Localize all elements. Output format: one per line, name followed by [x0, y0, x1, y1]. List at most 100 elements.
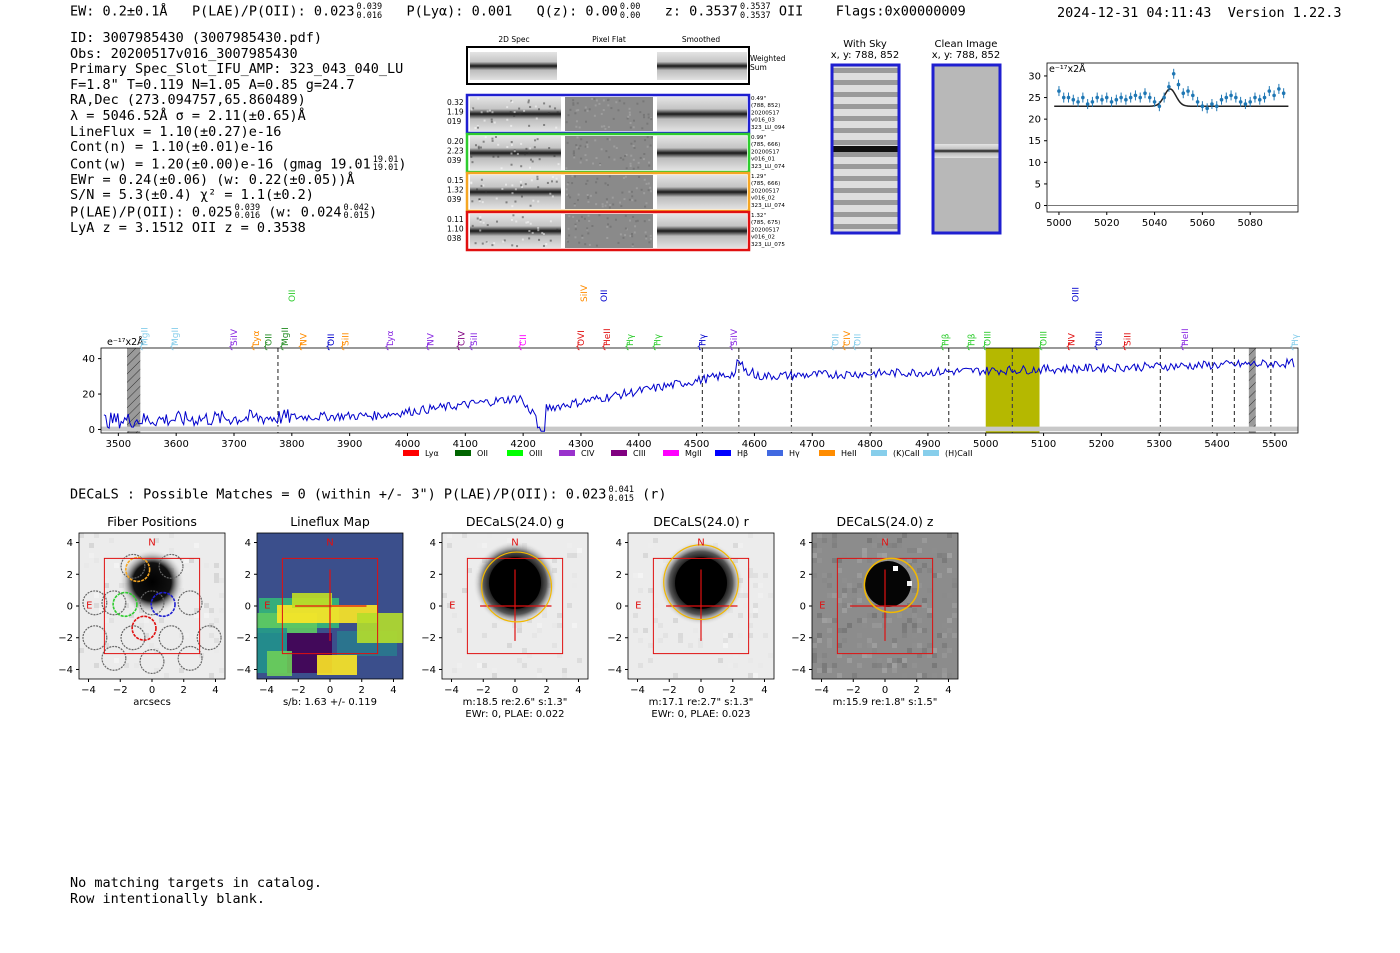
- spectrum-line-label: OIII{: [1038, 331, 1050, 352]
- zoom-ytick: 15: [1028, 136, 1041, 147]
- zoom-point: [1219, 97, 1224, 102]
- spectrum-xtick: 5200: [1089, 439, 1114, 450]
- sky-images: With Sky x, y: 788, 852 Clean Image x, y…: [830, 39, 1002, 235]
- svg-text:OII: OII: [288, 290, 298, 302]
- spectrum-line-label: MgII{: [279, 327, 291, 352]
- svg-text:{: {: [851, 342, 857, 352]
- zoom-ytick: 30: [1028, 71, 1041, 82]
- zoom-point: [1176, 82, 1181, 87]
- east-label: E: [819, 600, 825, 611]
- north-label: N: [881, 538, 888, 549]
- svg-text:Hγ: Hγ: [789, 449, 800, 458]
- zoom-point: [1057, 89, 1061, 93]
- decals-footprint-box: [652, 557, 750, 655]
- decals-panels: N E −4 4 −2 2 0 0 2 −2 4 −4 Fiber Positions arcsecs N E…: [58, 514, 959, 720]
- info-lya: LyA z = 3.1512 OII z = 0.3538: [70, 219, 306, 236]
- clean-image-xy: x, y: 788, 852: [932, 50, 1001, 61]
- svg-text:(K)CaII: (K)CaII: [893, 449, 920, 458]
- svg-text:Hβ: Hβ: [737, 449, 748, 458]
- svg-text:HeII: HeII: [1181, 328, 1191, 346]
- north-label: N: [326, 538, 333, 549]
- svg-text:{: {: [601, 342, 607, 352]
- cutout-header-smoothed: Smoothed: [682, 35, 721, 44]
- plae-value: 0.023: [313, 3, 355, 20]
- spectrum-hatched-region: [1248, 348, 1256, 433]
- east-label: E: [86, 600, 92, 611]
- svg-text:HeII: HeII: [603, 328, 613, 346]
- header-summary: EW: 0.2±0.1Å P(LAE)/P(OII): 0.023 0.039 0.…: [70, 2, 966, 21]
- svg-text:Sum: Sum: [750, 63, 767, 72]
- info-plae: P(LAE)/P(OII): 0.025 0.039 0.016 (w: 0.024…: [70, 202, 378, 222]
- svg-text:MgII: MgII: [140, 327, 150, 346]
- svg-text:{: {: [651, 342, 657, 352]
- decals-panel: N E −4 4 −2 2 0 0 2 −2 4 −4 DECaLS(24.0) r m:17.1 re:…: [607, 514, 775, 720]
- decals-xtick: 2: [181, 685, 187, 696]
- cutout-row-stat: 1.32: [447, 186, 464, 195]
- fiber-circle: [158, 553, 184, 579]
- svg-text:{: {: [228, 342, 234, 352]
- svg-text:OIII: OIII: [1040, 331, 1050, 346]
- decals-xtick: 2: [914, 685, 920, 696]
- cutout-row-meta: 323_LU_094: [751, 125, 785, 131]
- zoom-xtick: 5060: [1190, 218, 1215, 229]
- north-label: N: [697, 538, 704, 549]
- spectrum-legend-item: MgII: [663, 449, 702, 458]
- svg-text:Lyα: Lyα: [252, 330, 262, 346]
- cutout-2dspec: [470, 175, 561, 209]
- cutout-pixelflat: [565, 136, 653, 170]
- cutout-row-meta: 323_LU_075: [751, 242, 785, 248]
- cutout-row-meta: (785, 666): [751, 142, 780, 148]
- zoom-point: [1248, 100, 1252, 104]
- cutout-row-meta: 20200517: [751, 227, 780, 233]
- decals-xtick: 0: [149, 685, 155, 696]
- decals-xtick: 4: [761, 685, 767, 696]
- decals-xtick: 0: [882, 685, 888, 696]
- zoom-point: [1243, 102, 1248, 106]
- ew-value: 0.2±0.1Å: [102, 3, 168, 20]
- cutout-header-pixelflat: Pixel Flat: [592, 35, 626, 44]
- spectrum-line-label: OII{: [830, 334, 842, 352]
- zoom-point: [1157, 104, 1162, 108]
- footer-line-2: Row intentionally blank.: [70, 890, 266, 907]
- east-label: E: [264, 600, 270, 611]
- svg-text:{: {: [279, 342, 285, 352]
- svg-text:Hβ: Hβ: [967, 333, 977, 346]
- spectrum-legend-item: Lyα: [403, 449, 439, 458]
- cutout-row-stat: 019: [447, 117, 462, 126]
- fiber-circle: [120, 625, 146, 651]
- spectrum-xtick: 4200: [510, 439, 535, 450]
- cutout-grid: 2D Spec Pixel Flat Smoothed Weighted Sum…: [447, 35, 786, 252]
- info-block: ID: 3007985430 (3007985430.pdf) Obs: 202…: [70, 30, 406, 237]
- decals-xtick: −2: [291, 685, 306, 696]
- spectrum-ylabel: e⁻¹⁷x2Å: [107, 336, 144, 348]
- decals-ytick: −4: [791, 665, 806, 676]
- spectrum-xtick: 4400: [626, 439, 651, 450]
- svg-text:{: {: [830, 342, 836, 352]
- zoom-point: [1138, 95, 1143, 100]
- north-label: N: [511, 538, 518, 549]
- footer-line-1: No matching targets in catalog.: [70, 875, 322, 891]
- flags: Flags:0x00000009: [835, 3, 966, 20]
- decals-ytick: 0: [430, 602, 436, 613]
- fiber-circle: [120, 553, 146, 579]
- zoom-point: [1066, 95, 1071, 100]
- zoom-point: [1186, 89, 1190, 93]
- spectrum-line-label: Hγ{: [624, 333, 636, 352]
- spectrum-legend-item: Hβ: [715, 449, 748, 458]
- svg-text:CII: CII: [519, 334, 529, 346]
- zoom-point: [1095, 95, 1099, 100]
- fiber-circle: [158, 625, 184, 651]
- svg-text:{: {: [517, 342, 523, 352]
- spectrum-legend-item: OII: [455, 449, 488, 458]
- aperture-ellipse: [663, 544, 739, 621]
- info-contn: Cont(n) = 1.10(±0.01)e-16: [70, 139, 274, 156]
- decals-xtick: 2: [544, 685, 550, 696]
- svg-text:CIV: CIV: [457, 330, 467, 346]
- cutout-row-stat: 1.19: [447, 108, 464, 117]
- plya-value: 0.001: [471, 3, 513, 20]
- svg-text:{: {: [965, 342, 971, 352]
- spectrum-line-label: SiIV{: [728, 328, 740, 352]
- decals-xtick: −2: [113, 685, 128, 696]
- zoom-point: [1071, 97, 1076, 102]
- zoom-point: [1162, 95, 1166, 100]
